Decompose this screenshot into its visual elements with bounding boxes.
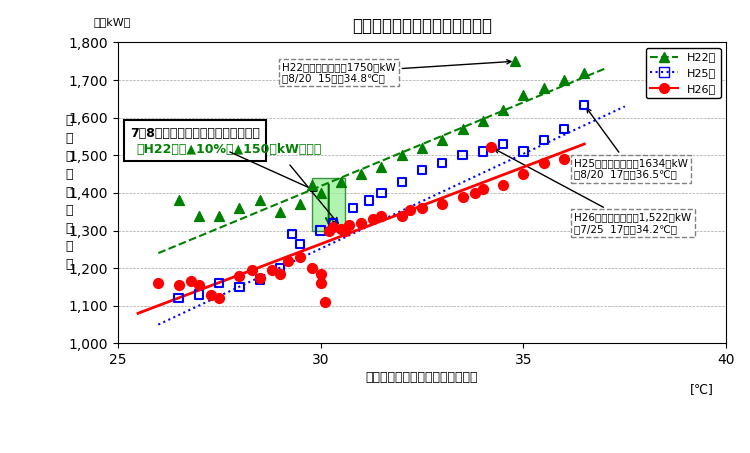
Point bbox=[497, 182, 509, 189]
Point bbox=[193, 281, 205, 289]
Point bbox=[477, 148, 489, 155]
Text: 7～8月の平日の電力需要は平均で、: 7～8月の平日の電力需要は平均で、 bbox=[130, 127, 260, 155]
Point bbox=[266, 266, 278, 274]
Point bbox=[578, 101, 590, 109]
Point bbox=[254, 274, 266, 281]
Point bbox=[558, 77, 570, 84]
Point bbox=[254, 276, 266, 283]
Point bbox=[193, 291, 205, 298]
Text: 最
大
電
力
（
発
電
端
）: 最 大 電 力 （ 発 電 端 ） bbox=[65, 115, 73, 271]
Point bbox=[376, 163, 388, 170]
Point bbox=[436, 159, 448, 166]
Text: H22時間最大電力：1750万kW
（8/20  15時、34.8℃）: H22時間最大電力：1750万kW （8/20 15時、34.8℃） bbox=[282, 60, 511, 83]
Point bbox=[396, 212, 408, 219]
Point bbox=[307, 182, 319, 189]
Point bbox=[347, 204, 359, 212]
Point bbox=[436, 137, 448, 144]
Point bbox=[518, 170, 530, 178]
Point bbox=[233, 204, 245, 212]
Bar bbox=[313, 178, 345, 231]
Text: [℃]: [℃] bbox=[690, 382, 714, 395]
Point bbox=[314, 189, 326, 197]
Point bbox=[152, 280, 164, 287]
Point bbox=[368, 216, 380, 223]
Point bbox=[213, 294, 225, 302]
Point bbox=[436, 201, 448, 208]
Point bbox=[404, 206, 416, 213]
Point bbox=[457, 125, 469, 133]
Point bbox=[314, 227, 326, 234]
Point bbox=[518, 148, 530, 155]
Point bbox=[538, 159, 550, 166]
Point bbox=[339, 227, 351, 234]
Point bbox=[558, 125, 570, 133]
X-axis label: 当日最高気温　（九州７県平均）: 当日最高気温 （九州７県平均） bbox=[366, 371, 478, 384]
Text: H26時間最大電力：1,522万kW
（7/25  17時、34.2℃）: H26時間最大電力：1,522万kW （7/25 17時、34.2℃） bbox=[495, 149, 692, 234]
Point bbox=[396, 152, 408, 159]
Point bbox=[282, 257, 294, 264]
Title: 【最大電力と最高気温の相関】: 【最大電力と最高気温の相関】 bbox=[352, 17, 492, 35]
Point bbox=[477, 186, 489, 193]
Point bbox=[172, 281, 184, 289]
Point bbox=[213, 212, 225, 219]
Point bbox=[416, 167, 428, 174]
Point bbox=[205, 291, 217, 298]
Point bbox=[376, 189, 388, 197]
Point bbox=[497, 106, 509, 114]
Point bbox=[314, 280, 326, 287]
Point bbox=[497, 140, 509, 148]
Point bbox=[245, 266, 257, 274]
Point bbox=[213, 280, 225, 287]
Point bbox=[254, 197, 266, 204]
Point bbox=[457, 193, 469, 200]
Point bbox=[343, 221, 355, 228]
Point bbox=[294, 201, 306, 208]
Point bbox=[327, 223, 339, 231]
Point bbox=[172, 294, 184, 302]
Point bbox=[322, 227, 334, 234]
Text: H25時間最大電力：1634万kW
（8/20  17時、36.5℃）: H25時間最大電力：1634万kW （8/20 17時、36.5℃） bbox=[574, 108, 688, 180]
Point bbox=[274, 270, 286, 277]
Point bbox=[396, 178, 408, 185]
Text: 〔万kW〕: 〔万kW〕 bbox=[94, 17, 130, 27]
Point bbox=[274, 265, 286, 272]
Point bbox=[538, 137, 550, 144]
Point bbox=[286, 231, 298, 238]
Point bbox=[356, 170, 368, 178]
Point bbox=[538, 84, 550, 91]
Point bbox=[294, 240, 306, 247]
Text: 対H22年比▲10%（▲150万kW）程度: 対H22年比▲10%（▲150万kW）程度 bbox=[136, 143, 322, 156]
Point bbox=[416, 204, 428, 212]
Point bbox=[363, 197, 375, 204]
Point bbox=[457, 152, 469, 159]
Point bbox=[509, 58, 521, 65]
Point bbox=[518, 92, 530, 99]
Legend: H22年, H25年, H26年: H22年, H25年, H26年 bbox=[646, 48, 721, 98]
Point bbox=[376, 212, 388, 219]
Point bbox=[558, 155, 570, 163]
Point bbox=[233, 284, 245, 291]
Point bbox=[314, 270, 326, 277]
Point bbox=[578, 69, 590, 76]
Point bbox=[485, 144, 497, 151]
Point bbox=[274, 208, 286, 215]
Point bbox=[193, 212, 205, 219]
Point bbox=[356, 219, 368, 226]
Point bbox=[184, 278, 196, 285]
Point bbox=[469, 189, 481, 197]
Point bbox=[334, 225, 346, 232]
Point bbox=[307, 265, 319, 272]
Point bbox=[172, 197, 184, 204]
Point bbox=[477, 118, 489, 125]
Point bbox=[233, 272, 245, 280]
Point bbox=[334, 178, 346, 185]
Point bbox=[327, 219, 339, 226]
Point bbox=[416, 144, 428, 151]
Point bbox=[294, 253, 306, 260]
Point bbox=[319, 299, 331, 306]
